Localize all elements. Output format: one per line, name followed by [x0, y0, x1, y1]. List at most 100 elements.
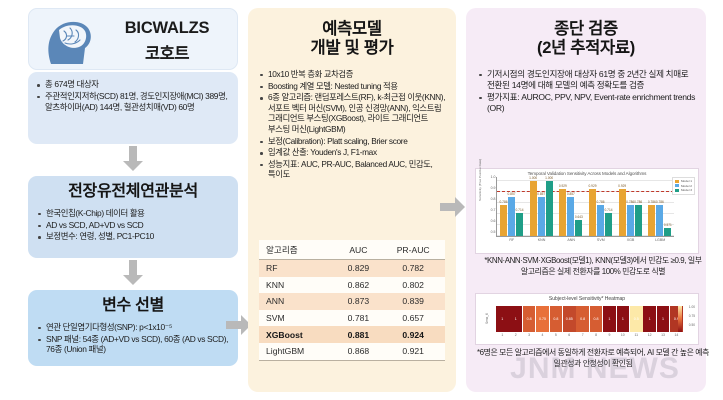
- legend-label-3: Model 3: [680, 188, 692, 193]
- bar-group: 0.929 0.786 0.786: [618, 177, 643, 236]
- arrow-down-icon-2: [122, 260, 144, 286]
- column-header-auc: AUC: [335, 240, 382, 260]
- bar-value-label: 0.857: [537, 192, 546, 197]
- gwas-title: 전장유전체연관분석: [68, 183, 198, 200]
- heatmap-x-axis: 1 2 3 4 5 6 7 8 9 10 11 12 13 14: [496, 333, 683, 337]
- feature-selection-title: 변수 선별: [102, 297, 164, 314]
- heatmap-cell: 1: [616, 306, 630, 332]
- bar-value-label: 0.786: [499, 199, 508, 204]
- colorbar-tick-3: 0.50: [688, 323, 695, 327]
- colorbar-tick-1: 1.00: [688, 305, 695, 309]
- arrow-right-icon-2: [440, 196, 466, 218]
- bar-value-label: 0.857: [566, 192, 575, 197]
- heatmap-x-tick: 9: [608, 333, 611, 337]
- bar-value-label: 0.643: [574, 215, 583, 220]
- grid-line: [497, 224, 674, 226]
- bar-value-label: 0.786: [634, 199, 643, 204]
- list-item: 보정(Calibration): Platt scaling, Brier sc…: [259, 136, 446, 147]
- heatmap-ylabel: Sens_6: [485, 313, 489, 324]
- column-header-algorithm: 알고리즘: [259, 240, 336, 260]
- x-tick-label: XGB: [626, 237, 635, 242]
- table-row: SVM 0.781 0.657: [259, 310, 445, 327]
- heatmap-caption: *6명은 모든 알고리즘에서 동일하게 전환자로 예측되어, AI 모델 간 높…: [477, 348, 709, 368]
- grid-line: [497, 202, 674, 204]
- cell-auc: 0.829: [335, 259, 382, 277]
- bar: 0.786: [648, 200, 656, 236]
- grid-line: [497, 180, 674, 182]
- brand-title: BICWALZS 코호트: [101, 19, 233, 64]
- heatmap-cell: 0.85: [562, 306, 576, 332]
- bar: 0.857: [537, 192, 545, 236]
- heatmap-cell: 0.8: [549, 306, 563, 332]
- grid-line: [497, 213, 674, 215]
- bar-chart-ylabel: Sensitivity (True Positive Rate): [478, 158, 482, 201]
- list-item: 평가지표: AUROC, PPV, NPV, Event-rate enrich…: [478, 92, 695, 114]
- list-item: AD vs SCD, AD+VD vs SCD: [37, 220, 229, 231]
- cell-algorithm: SVM: [266, 313, 285, 324]
- list-item: 한국인칩(K-Chip) 데이터 활용: [37, 208, 229, 219]
- y-tick-label: 1.0: [490, 175, 496, 180]
- bar: 0.857: [508, 192, 515, 236]
- x-tick-label: SVM: [596, 237, 605, 242]
- brain-head-icon: [43, 18, 95, 64]
- list-item: 총 674명 대상자: [36, 79, 230, 90]
- bar: 0.929: [618, 184, 626, 236]
- heatmap-x-tick: 1: [501, 333, 504, 337]
- legend-label-1: Model 1: [680, 179, 692, 183]
- feature-bullet-list: 연관 단일염기다형성(SNP): p<1x10⁻⁵ SNP 패널: 54종 (A…: [28, 316, 238, 355]
- brand-line-1: BICWALZS: [124, 19, 210, 37]
- bar: 0.857: [567, 192, 575, 236]
- bar-value-label: 0.929: [558, 184, 567, 189]
- heatmap-x-tick: 5: [554, 333, 557, 337]
- bar-value-label: 0.929: [588, 184, 597, 189]
- x-tick-label: KNN: [537, 237, 546, 242]
- bar-group: 0.786 0.857 0.714: [500, 177, 524, 236]
- list-item: 보정변수: 연령, 성별, PC1-PC10: [37, 231, 229, 242]
- list-item: Boosting 계열 모델: Nested tuning 적용: [259, 81, 446, 92]
- heatmap-x-tick: 10: [620, 333, 625, 337]
- legend-item: Model 1: [675, 179, 692, 184]
- bar-value-label: 0.786: [655, 199, 664, 204]
- heatmap-cell: 0.5: [629, 306, 643, 332]
- heatmap-cell: 1: [603, 306, 616, 332]
- bar: 0.571: [664, 223, 672, 236]
- cell-auc: 0.868: [335, 342, 382, 361]
- cell-auc: 0.862: [347, 279, 370, 290]
- table-row-best: XGBoost 0.881 0.924: [259, 326, 445, 343]
- gwas-panel: 전장유전체연관분석 한국인칩(K-Chip) 데이터 활용 AD vs SCD,…: [28, 176, 238, 258]
- legend-label-2: Model 2: [680, 183, 692, 188]
- cell-auc: 0.881: [335, 326, 382, 343]
- heatmap-title: Subject-level Sensitivity* Heatmap: [548, 296, 626, 302]
- list-item: 임계값 산출: Youden's J, F1-max: [259, 147, 446, 158]
- model-bullet-list: 10x10 반복 층화 교차검증 Boosting 계열 모델: Nested …: [248, 59, 456, 180]
- bar-chart-title: Temporal Validation Sensitivity Across M…: [527, 171, 647, 176]
- cell-prauc: 0.839: [381, 293, 445, 310]
- bar: 0.786: [597, 200, 604, 236]
- y-tick-label: 0.9: [490, 186, 496, 191]
- legend-swatch-3: [675, 189, 680, 193]
- cell-prauc: 0.782: [381, 259, 445, 277]
- bar: 0.786: [500, 200, 507, 236]
- list-item: 6종 알고리즘: 랜덤포레스트(RF), k-최근접 이웃(KNN), 서포트 …: [259, 92, 446, 134]
- cell-algorithm: ANN: [259, 293, 336, 310]
- validation-bullet-list: 기저시점의 경도인지장애 대상자 61명 중 2년간 실제 치매로 전환된 14…: [466, 59, 706, 114]
- bar-value-label: 0.714: [604, 207, 613, 212]
- list-item: 10x10 반복 층화 교차검증: [259, 69, 446, 80]
- performance-table: 알고리즘 AUC PR-AUC RF 0.829 0.782 KNN 0.862…: [259, 240, 445, 361]
- performance-table-wrapper: 알고리즘 AUC PR-AUC RF 0.829 0.782 KNN 0.862…: [259, 240, 445, 361]
- threshold-line: [497, 191, 674, 193]
- legend-item: Model 3: [675, 188, 692, 193]
- heatmap-cell: 0.75: [536, 306, 549, 332]
- cell-algorithm: LightGBM: [259, 342, 336, 361]
- grid-line: [497, 235, 674, 236]
- cohort-header-panel: BICWALZS 코호트: [28, 8, 238, 70]
- bar-value-label: 1.000: [545, 176, 554, 181]
- bar: 0.643: [575, 215, 583, 236]
- cell-algorithm: XGBoost: [259, 326, 336, 343]
- bar: 0.929: [589, 184, 596, 236]
- bar-value-label: 0.929: [618, 184, 627, 189]
- x-tick-label: RF: [509, 237, 515, 242]
- arrow-down-icon-1: [122, 146, 144, 172]
- bar-value-label: 0.786: [647, 199, 656, 204]
